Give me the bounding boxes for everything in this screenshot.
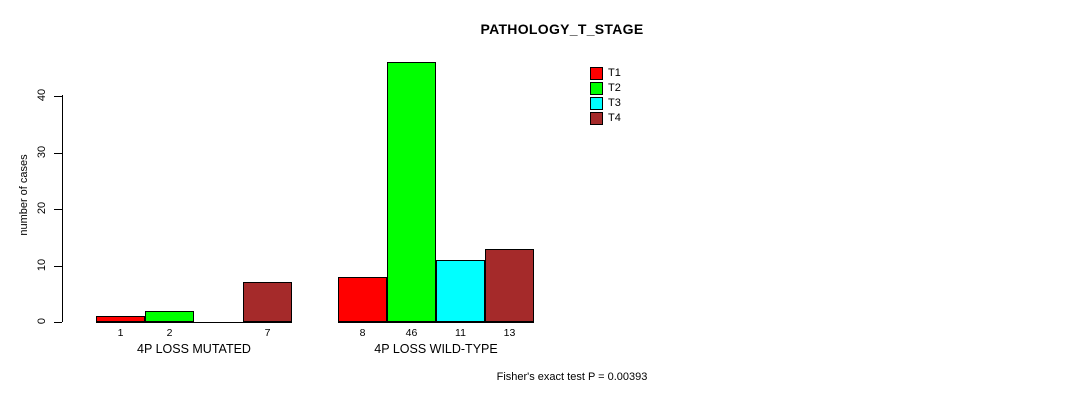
y-tick-label: 30: [36, 145, 48, 159]
legend-item: T3: [590, 96, 621, 111]
bar-t2: [387, 62, 436, 322]
legend-item: T2: [590, 81, 621, 96]
legend: T1 T2 T3 T4: [590, 66, 621, 126]
bar-value-label: 2: [166, 327, 173, 339]
legend-item: T1: [590, 66, 621, 81]
y-tick-label: 20: [36, 201, 48, 215]
y-tick-mark: [54, 266, 62, 267]
bar-t1: [96, 316, 145, 322]
legend-swatch-t4: [590, 112, 603, 125]
legend-swatch-t2: [590, 82, 603, 95]
bar-value-label: 11: [455, 327, 466, 339]
x-category-label: 4P LOSS MUTATED: [137, 342, 251, 356]
y-tick-mark: [54, 96, 62, 97]
fisher-test-annotation: Fisher's exact test P = 0.00393: [496, 371, 648, 383]
y-tick-mark: [54, 209, 62, 210]
legend-swatch-t1: [590, 67, 603, 80]
legend-label: T3: [608, 97, 621, 109]
y-tick-label: 40: [36, 88, 48, 102]
bar-value-label: 13: [503, 327, 516, 339]
y-tick-label: 0: [36, 317, 48, 325]
bar-value-label: 1: [117, 327, 124, 339]
bar-group: [96, 60, 292, 323]
legend-label: T1: [608, 67, 621, 79]
bar-group: [338, 60, 534, 323]
y-axis-label: number of cases: [18, 154, 30, 236]
bar-t4: [485, 249, 534, 322]
chart-title: PATHOLOGY_T_STAGE: [480, 21, 644, 37]
bar-t3: [436, 260, 485, 322]
bar-value-label: 46: [405, 327, 418, 339]
legend-label: T2: [608, 82, 621, 94]
bar-value-label: 8: [359, 327, 366, 339]
x-category-label: 4P LOSS WILD-TYPE: [374, 342, 498, 356]
y-tick-label: 10: [36, 258, 48, 272]
bar-t1: [338, 277, 387, 322]
y-tick-mark: [54, 322, 62, 323]
bar-value-label: 7: [264, 327, 271, 339]
y-tick-mark: [54, 153, 62, 154]
legend-swatch-t3: [590, 97, 603, 110]
legend-label: T4: [608, 112, 621, 124]
legend-item: T4: [590, 111, 621, 126]
y-axis-line: [62, 95, 63, 322]
bar-t4: [243, 282, 292, 322]
bar-t2: [145, 311, 194, 322]
